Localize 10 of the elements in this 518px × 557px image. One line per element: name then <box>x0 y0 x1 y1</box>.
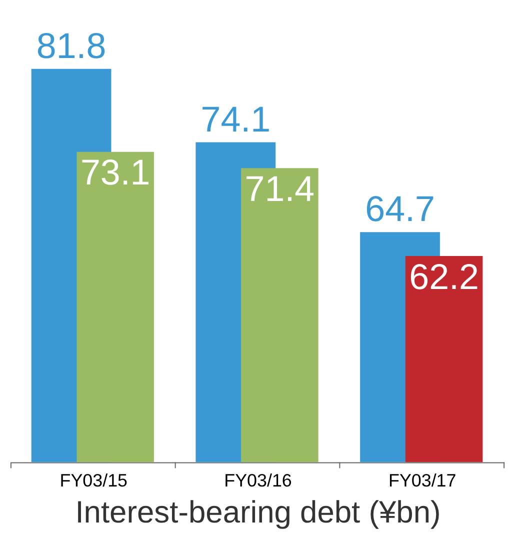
data-label: 71.4 <box>244 168 315 209</box>
data-label: 64.7 <box>365 189 435 230</box>
x-tick-label: FY03/15 <box>60 470 128 491</box>
data-label: 81.8 <box>36 26 106 66</box>
data-label: 62.2 <box>409 256 479 297</box>
data-label: 73.1 <box>80 152 150 193</box>
x-tick-label: FY03/16 <box>224 470 292 491</box>
data-label: 74.1 <box>200 99 271 140</box>
x-axis-title: Interest-bearing debt (¥bn) <box>75 494 441 530</box>
x-tick-label: FY03/17 <box>388 470 456 491</box>
